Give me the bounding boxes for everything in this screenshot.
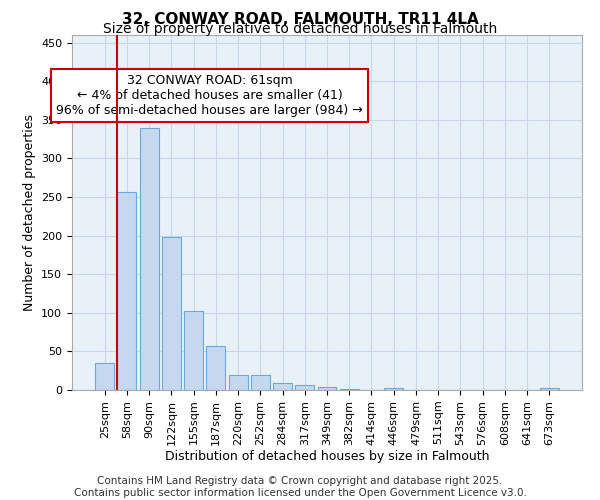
Bar bbox=[340, 389, 359, 390]
Bar bbox=[184, 310, 203, 390]
Y-axis label: Number of detached properties: Number of detached properties bbox=[23, 114, 35, 311]
Bar bbox=[140, 128, 158, 390]
Bar bbox=[162, 237, 181, 390]
Text: 32 CONWAY ROAD: 61sqm
← 4% of detached houses are smaller (41)
96% of semi-detac: 32 CONWAY ROAD: 61sqm ← 4% of detached h… bbox=[56, 74, 363, 117]
Text: Size of property relative to detached houses in Falmouth: Size of property relative to detached ho… bbox=[103, 22, 497, 36]
Bar bbox=[251, 376, 270, 390]
Text: Contains HM Land Registry data © Crown copyright and database right 2025.
Contai: Contains HM Land Registry data © Crown c… bbox=[74, 476, 526, 498]
Bar bbox=[118, 192, 136, 390]
Bar bbox=[317, 387, 337, 390]
Bar bbox=[540, 388, 559, 390]
Bar bbox=[273, 383, 292, 390]
Bar bbox=[206, 346, 225, 390]
Bar bbox=[295, 386, 314, 390]
Bar bbox=[95, 363, 114, 390]
Text: 32, CONWAY ROAD, FALMOUTH, TR11 4LA: 32, CONWAY ROAD, FALMOUTH, TR11 4LA bbox=[122, 12, 478, 28]
X-axis label: Distribution of detached houses by size in Falmouth: Distribution of detached houses by size … bbox=[165, 450, 489, 464]
Bar bbox=[384, 388, 403, 390]
Bar bbox=[229, 376, 248, 390]
